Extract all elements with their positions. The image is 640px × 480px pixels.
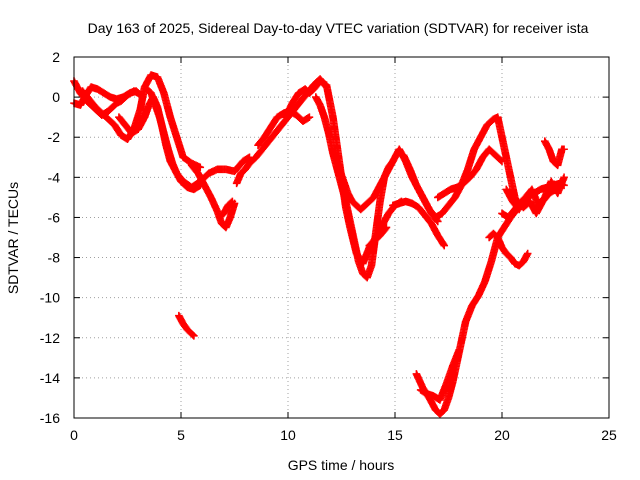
axis-ticks [73, 56, 610, 419]
plot-frame [73, 56, 610, 419]
data-point [245, 153, 254, 162]
series-segment-15 [389, 197, 449, 250]
data-point [305, 113, 314, 121]
series-segment-19 [485, 229, 532, 270]
x-tick-label: 5 [177, 427, 185, 443]
data-point [560, 173, 568, 182]
data-point [381, 224, 390, 233]
data-point [188, 330, 197, 339]
data-point [440, 241, 449, 250]
series-segment-5 [142, 85, 205, 194]
chart-title: Day 163 of 2025, Sidereal Day-to-day VTE… [88, 20, 589, 36]
data-point [497, 156, 505, 165]
series-segment-9 [254, 107, 314, 150]
data-point [190, 331, 198, 340]
series-segment-13 [365, 223, 391, 250]
y-tick-label: -10 [40, 290, 60, 306]
x-axis-label: GPS time / hours [288, 457, 395, 473]
data-point [523, 249, 532, 258]
series-segment-18 [416, 346, 463, 404]
y-tick-label: -14 [40, 370, 60, 386]
series-segment-24 [175, 311, 198, 340]
data-point [558, 177, 566, 186]
y-tick-labels: 2 0 -2 -4 -6 -8 -10 -12 -14 -16 [40, 49, 60, 426]
y-axis-label: SDTVAR / TECUs [5, 182, 21, 294]
y-tick-label: -12 [40, 330, 60, 346]
data-point [560, 145, 568, 154]
data-point [196, 163, 205, 172]
x-tick-label: 0 [70, 427, 78, 443]
series-segment-2 [70, 83, 145, 109]
data-point [455, 346, 463, 354]
data-point [228, 197, 237, 206]
series-segment-7 [215, 197, 237, 222]
y-tick-label: 0 [52, 89, 60, 105]
series-segment-23 [541, 137, 568, 170]
y-tick-label: 2 [52, 49, 60, 65]
data-point [557, 178, 565, 187]
x-tick-label: 25 [601, 427, 617, 443]
data-points [70, 71, 568, 418]
x-tick-labels: 0 5 10 15 20 25 [70, 427, 617, 443]
y-tick-label: -16 [40, 410, 60, 426]
x-tick-label: 15 [387, 427, 403, 443]
data-point [382, 223, 391, 232]
y-tick-label: -4 [48, 169, 61, 185]
x-tick-label: 20 [494, 427, 510, 443]
series-segment-16 [434, 145, 506, 202]
data-point [498, 157, 506, 166]
data-point [227, 198, 236, 207]
y-tick-label: -6 [48, 209, 61, 225]
x-tick-label: 10 [280, 427, 296, 443]
y-tick-label: -8 [48, 250, 61, 266]
y-tick-label: -2 [48, 129, 61, 145]
series-segment-22 [519, 177, 566, 218]
